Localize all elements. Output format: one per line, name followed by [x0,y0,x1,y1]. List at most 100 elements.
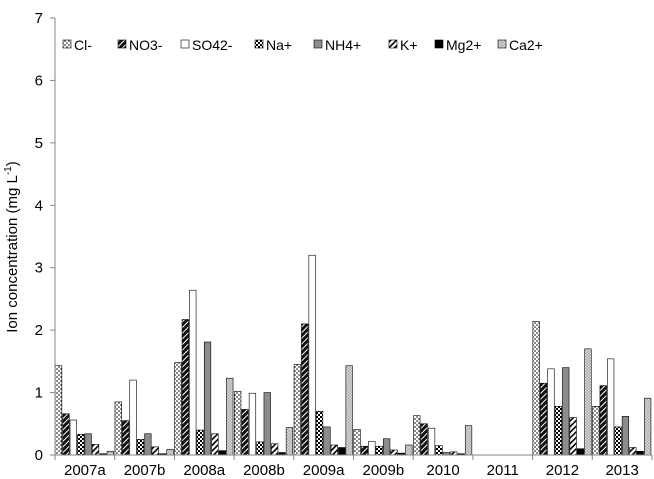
y-axis-title: Ion concentration (mg L-1) [3,161,21,333]
bar [338,447,346,456]
x-axis-ticks: 2007a 2007b 2008a 2008b 2009a 2009b 2010 2011 20… [54,455,653,479]
legend-label: Na+ [266,37,292,53]
bar [54,365,63,456]
bar [464,425,473,456]
bar [383,438,391,456]
bar [562,367,570,456]
bar [91,444,100,456]
bar [607,358,615,456]
bar [271,443,279,456]
bar [644,397,652,456]
bar [301,323,309,456]
y-axis-ticks: 0 1 2 3 4 5 6 7 [35,10,55,464]
bar [114,401,122,456]
bar [151,446,159,456]
bar [122,420,130,456]
bar [226,377,234,456]
bar [576,448,585,456]
y-tick-label: 4 [35,197,43,214]
legend-swatch [313,39,323,49]
x-tick-label: 2013 [605,462,638,479]
bar-marks [54,254,652,456]
bar [211,433,219,456]
x-tick-label: 2008a [183,462,225,479]
bar [345,365,353,456]
bar [569,417,577,456]
bar [636,450,644,456]
x-tick-label: 2012 [546,462,579,479]
bar [196,429,204,456]
legend-label: SO42- [192,37,233,53]
bar [539,382,548,456]
bar [263,392,271,456]
bar [547,368,555,456]
bar [129,379,137,456]
y-tick-label: 2 [35,322,43,339]
bar [427,427,436,456]
legend-label: Cl- [74,37,92,53]
bar [554,406,562,456]
bar [599,385,607,456]
bar [285,427,294,456]
bar [532,321,540,456]
bar [241,409,249,456]
bar [77,434,85,456]
legend-label: K+ [400,37,418,53]
x-tick-label: 2010 [426,462,459,479]
bar [368,440,376,456]
legend-label: Ca2+ [509,37,543,53]
legend-label: Mg2+ [446,37,481,53]
bar [136,439,145,456]
bar [248,392,257,456]
bar [330,444,338,456]
bar [629,447,637,456]
x-tick-label: 2007b [124,462,166,479]
bar [584,348,592,456]
bar [592,406,600,456]
bar [181,319,189,456]
bar [614,426,622,456]
y-axis-title-superscript: -1 [3,166,14,175]
legend-swatch [180,39,190,49]
bar [420,423,428,456]
bar [390,449,398,456]
legend-swatch [388,39,398,49]
y-tick-label: 1 [35,385,43,402]
y-tick-label: 5 [35,135,43,152]
bar [166,449,174,456]
legend-swatch [434,39,444,49]
bar [256,441,264,456]
y-tick-label: 7 [35,10,43,27]
bar [353,429,361,456]
y-axis-title-suffix: ) [4,161,21,166]
bar [405,444,413,456]
y-tick-label: 0 [35,447,43,464]
legend-label: NO3- [129,37,163,53]
x-tick-label: 2011 [487,462,519,479]
bar [413,415,421,456]
bar [360,445,369,456]
bar [69,419,77,456]
x-tick-label: 2009b [362,462,404,479]
legend-swatch [62,39,72,49]
bar [435,445,443,456]
bar [308,254,316,456]
bar [621,415,630,456]
bar [189,289,197,456]
x-tick-label: 2009a [303,462,345,479]
y-tick-label: 3 [35,260,43,277]
bar [375,445,383,456]
bar [218,450,226,456]
bar [323,426,331,456]
y-tick-label: 6 [35,72,43,89]
y-axis-title-prefix: Ion concentration (mg L [4,175,21,333]
bar [144,433,152,456]
bar [62,413,70,456]
bar [84,433,92,456]
legend-swatch [497,39,507,49]
legend-swatch [117,39,127,49]
bar [106,450,114,456]
x-tick-label: 2007a [64,462,106,479]
bar [203,341,212,456]
